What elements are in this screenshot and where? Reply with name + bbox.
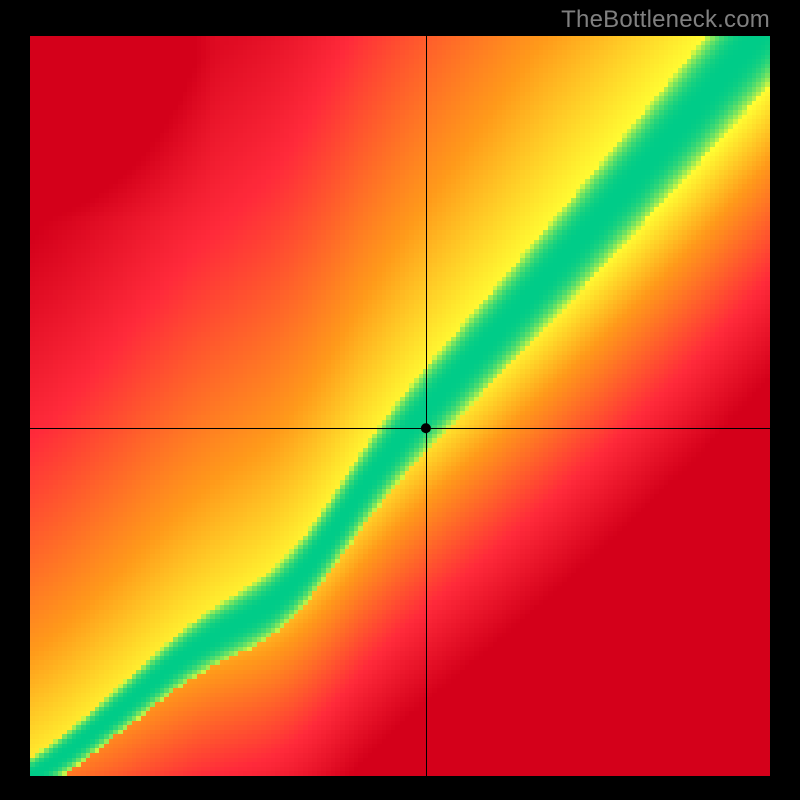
chart-container: TheBottleneck.com <box>0 0 800 800</box>
overlay-canvas <box>30 36 770 776</box>
watermark-text: TheBottleneck.com <box>561 6 770 34</box>
